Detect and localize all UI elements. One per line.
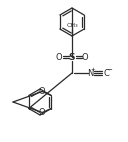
Text: S: S bbox=[69, 53, 75, 61]
Text: O: O bbox=[56, 53, 62, 61]
Text: N: N bbox=[87, 68, 93, 78]
Text: O: O bbox=[39, 108, 46, 117]
Text: −: − bbox=[106, 66, 112, 73]
Text: O: O bbox=[39, 87, 46, 96]
Text: CH₃: CH₃ bbox=[66, 23, 78, 28]
Text: C: C bbox=[103, 68, 109, 78]
Text: O: O bbox=[82, 53, 88, 61]
Text: +: + bbox=[91, 67, 96, 72]
